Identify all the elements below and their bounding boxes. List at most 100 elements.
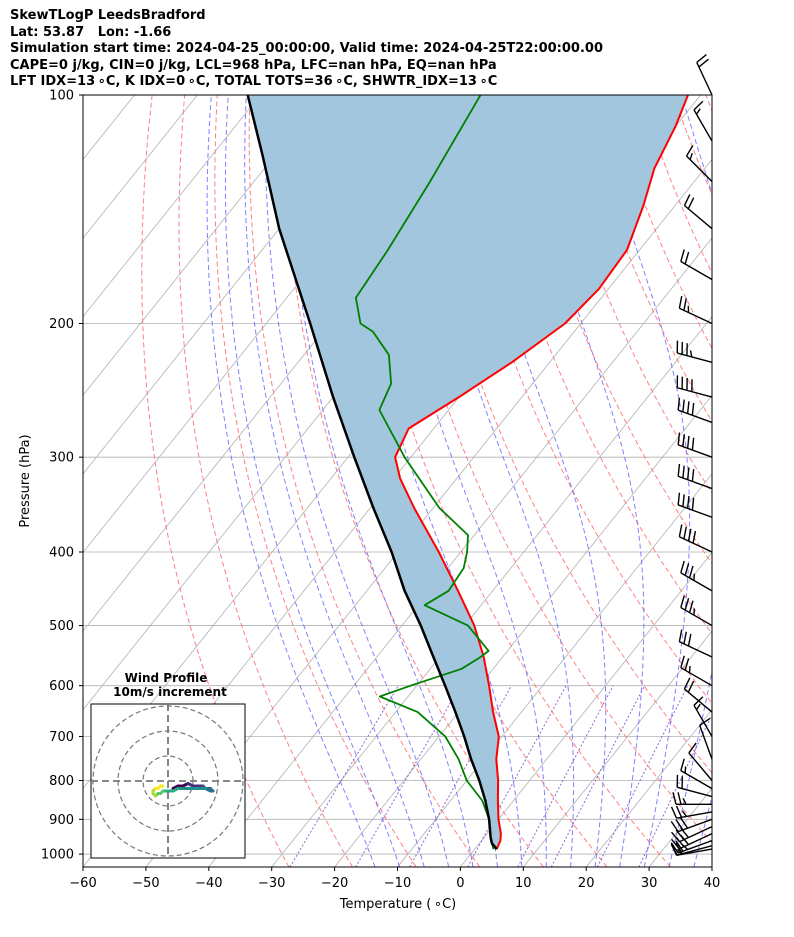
x-tick-label: 20 [578,876,595,891]
isotherm-line [397,473,712,867]
dry-adiabat [214,95,417,867]
barb-staff [677,818,713,833]
barb-feather [684,658,690,671]
x-tick-label: 10 [515,876,532,891]
barb-feather [695,703,701,711]
wind-barb [678,629,713,658]
moist-adiabat [206,95,376,867]
x-tick-label: 30 [641,876,658,891]
x-tick-label: −50 [132,876,159,891]
dry-adiabat [509,95,712,565]
barb-staff [679,641,713,658]
barb-feather [682,798,687,805]
isotherm-line [145,158,712,867]
barb-feather [686,435,690,449]
mixing-ratio-line [596,685,689,867]
y-tick-label: 400 [49,546,74,561]
barb-feather [695,108,701,115]
barb-feather [675,840,684,852]
barb-feather [689,153,693,160]
moist-adiabat [244,95,425,867]
dry-adiabat [141,95,290,867]
barb-feather [688,742,697,754]
barb-feather [680,758,685,771]
barb-feather [670,821,679,833]
barb-feather [688,565,694,579]
moist-adiabat [668,95,712,867]
dry-adiabat [771,95,794,867]
barb-feather [687,680,695,693]
dry-adiabat [178,95,353,867]
y-tick-label: 900 [49,813,74,828]
x-tick-label: 40 [704,876,721,891]
barb-staff [679,536,713,553]
barb-feather [670,842,679,854]
barb-staff [693,704,713,737]
isotherm-line [208,237,712,867]
wind-barb [680,560,713,592]
barb-feather [699,717,711,726]
wind-barb [678,524,713,553]
barb-staff [677,504,713,518]
barb-feather [691,437,695,451]
isotherm-line [271,315,712,867]
moist-adiabat [224,95,401,867]
barb-feather [680,560,685,574]
barb-staff [688,752,713,781]
barb-feather [688,600,694,613]
wind-barb [699,717,713,760]
barb-staff [676,811,713,819]
y-tick-label: 300 [49,451,74,466]
barb-staff [677,387,713,398]
barb-staff [679,307,713,325]
mixing-ratio-line [467,685,567,867]
barb-feather [680,655,685,668]
y-tick-label: 500 [49,619,74,634]
wind-barb [693,100,713,142]
barb-feather [687,633,692,647]
isotherm-line [83,95,261,318]
wind-barb [677,463,713,490]
barb-staff [680,260,713,281]
barb-feather [685,145,694,157]
hodograph-inset: Wind Profile 10m/s increment [90,671,246,859]
barb-staff [683,688,713,713]
dewpoint-trace [355,95,495,850]
barb-feather [686,401,690,414]
barb-staff [680,770,713,790]
wind-barb [670,805,713,819]
moist-adiabat [518,95,645,867]
dry-adiabat [640,95,712,274]
barb-feather [684,251,690,265]
dry-adiabat [412,95,712,774]
barb-feather [678,524,683,537]
barb-feather [675,819,684,831]
barb-feather [677,397,681,411]
wind-barb [680,758,713,790]
y-tick-label: 200 [49,317,74,332]
wind-barbs [670,54,713,857]
dry-adiabat [248,95,481,867]
barb-feather [671,831,680,843]
wind-barb [670,817,713,833]
isotherm-line [711,866,712,867]
mixing-ratio-line [289,685,399,867]
barb-feather [677,432,681,445]
barb-feather [696,54,707,63]
barb-staff [699,725,713,760]
barb-feather [680,595,685,608]
chart-title: SkewTLogP LeedsBradford [10,8,206,23]
convective-parameters: CAPE=0 j/kg, CIN=0 j/kg, LCL=968 hPa, LF… [10,57,497,73]
x-tick-label: −30 [258,876,285,891]
isotherm-line [522,630,712,867]
cin-shaded-area [247,95,688,850]
barb-feather [683,677,691,690]
barb-staff [680,572,713,592]
dry-adiabat [281,95,544,867]
barb-feather [677,492,681,506]
mixing-ratio-line [355,685,461,867]
barb-feather [692,530,697,544]
barb-feather [675,805,683,818]
barb-staff [696,62,713,96]
wind-barb [676,340,713,364]
